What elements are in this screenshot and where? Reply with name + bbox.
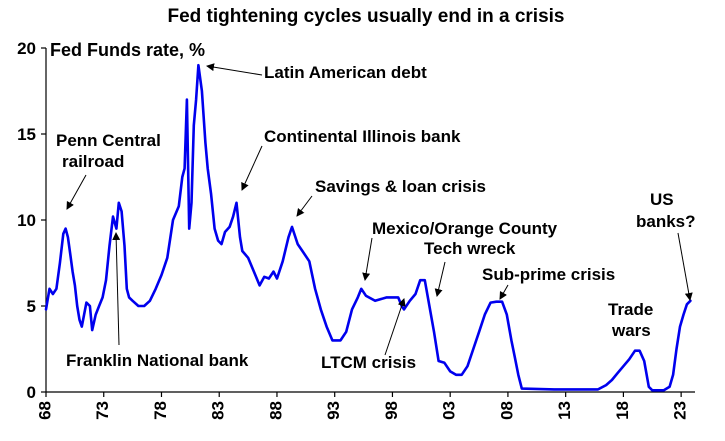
annotation-penn-central: Penn Central [56,131,161,150]
annotation-us: US [650,190,674,209]
arrow-us-banks [677,232,693,301]
x-tick-label: 73 [93,401,112,420]
annotation-sub-prime-crisis: Sub-prime crisis [482,265,615,284]
y-tick-label: 5 [27,297,36,316]
arrow-franklin [112,232,121,346]
y-tick-label: 0 [27,383,36,402]
arrow-penn-central [66,174,87,210]
annotations: Penn Central railroad Franklin National … [56,63,696,372]
arrow-continental-illinois [241,145,263,191]
x-tick-label: 23 [671,401,690,420]
arrow-sub-prime [499,284,509,300]
x-tick-label: 08 [497,401,516,420]
annotation-latin-american-debt: Latin American debt [264,63,427,82]
arrow-savings-loan [296,195,313,217]
x-tick-label: 68 [35,401,54,420]
x-tick-label: 78 [151,401,170,420]
annotation-savings-loan: Savings & loan crisis [315,177,486,196]
annotation-continental-illinois: Continental Illinois bank [264,127,461,146]
fed-funds-rate-line [44,63,692,392]
x-tick-label: 93 [324,401,343,420]
x-tick-label: 98 [382,401,401,420]
annotation-tech-wreck: Tech wreck [424,239,516,258]
x-tick-label: 03 [440,401,459,420]
y-axis: 0 5 10 15 20 [17,39,46,402]
y-tick-label: 15 [17,125,36,144]
x-tick-label: 18 [613,401,632,420]
annotation-railroad: railroad [62,152,124,171]
annotation-arrows [66,63,693,356]
y-axis-label: Fed Funds rate, % [50,40,205,60]
annotation-ltcm-crisis: LTCM crisis [321,353,416,372]
x-axis: 68 73 78 83 88 93 98 03 08 13 18 23 [35,392,690,420]
chart-title: Fed tightening cycles usually end in a c… [167,6,564,27]
arrow-mexico [362,237,373,281]
annotation-franklin-national-bank: Franklin National bank [66,351,249,370]
y-tick-label: 20 [17,39,36,58]
annotation-wars: wars [611,321,651,340]
x-tick-label: 88 [266,401,285,420]
arrow-latin-american-debt [206,63,263,76]
x-tick-label: 13 [555,401,574,420]
annotation-trade: Trade [608,300,653,319]
annotation-mexico-orange-county: Mexico/Orange County [372,219,558,238]
annotation-banks: banks? [636,212,696,231]
x-tick-label: 83 [209,401,228,420]
y-tick-label: 10 [17,211,36,230]
arrow-ltcm [384,298,406,356]
arrow-tech-wreck [434,261,446,297]
